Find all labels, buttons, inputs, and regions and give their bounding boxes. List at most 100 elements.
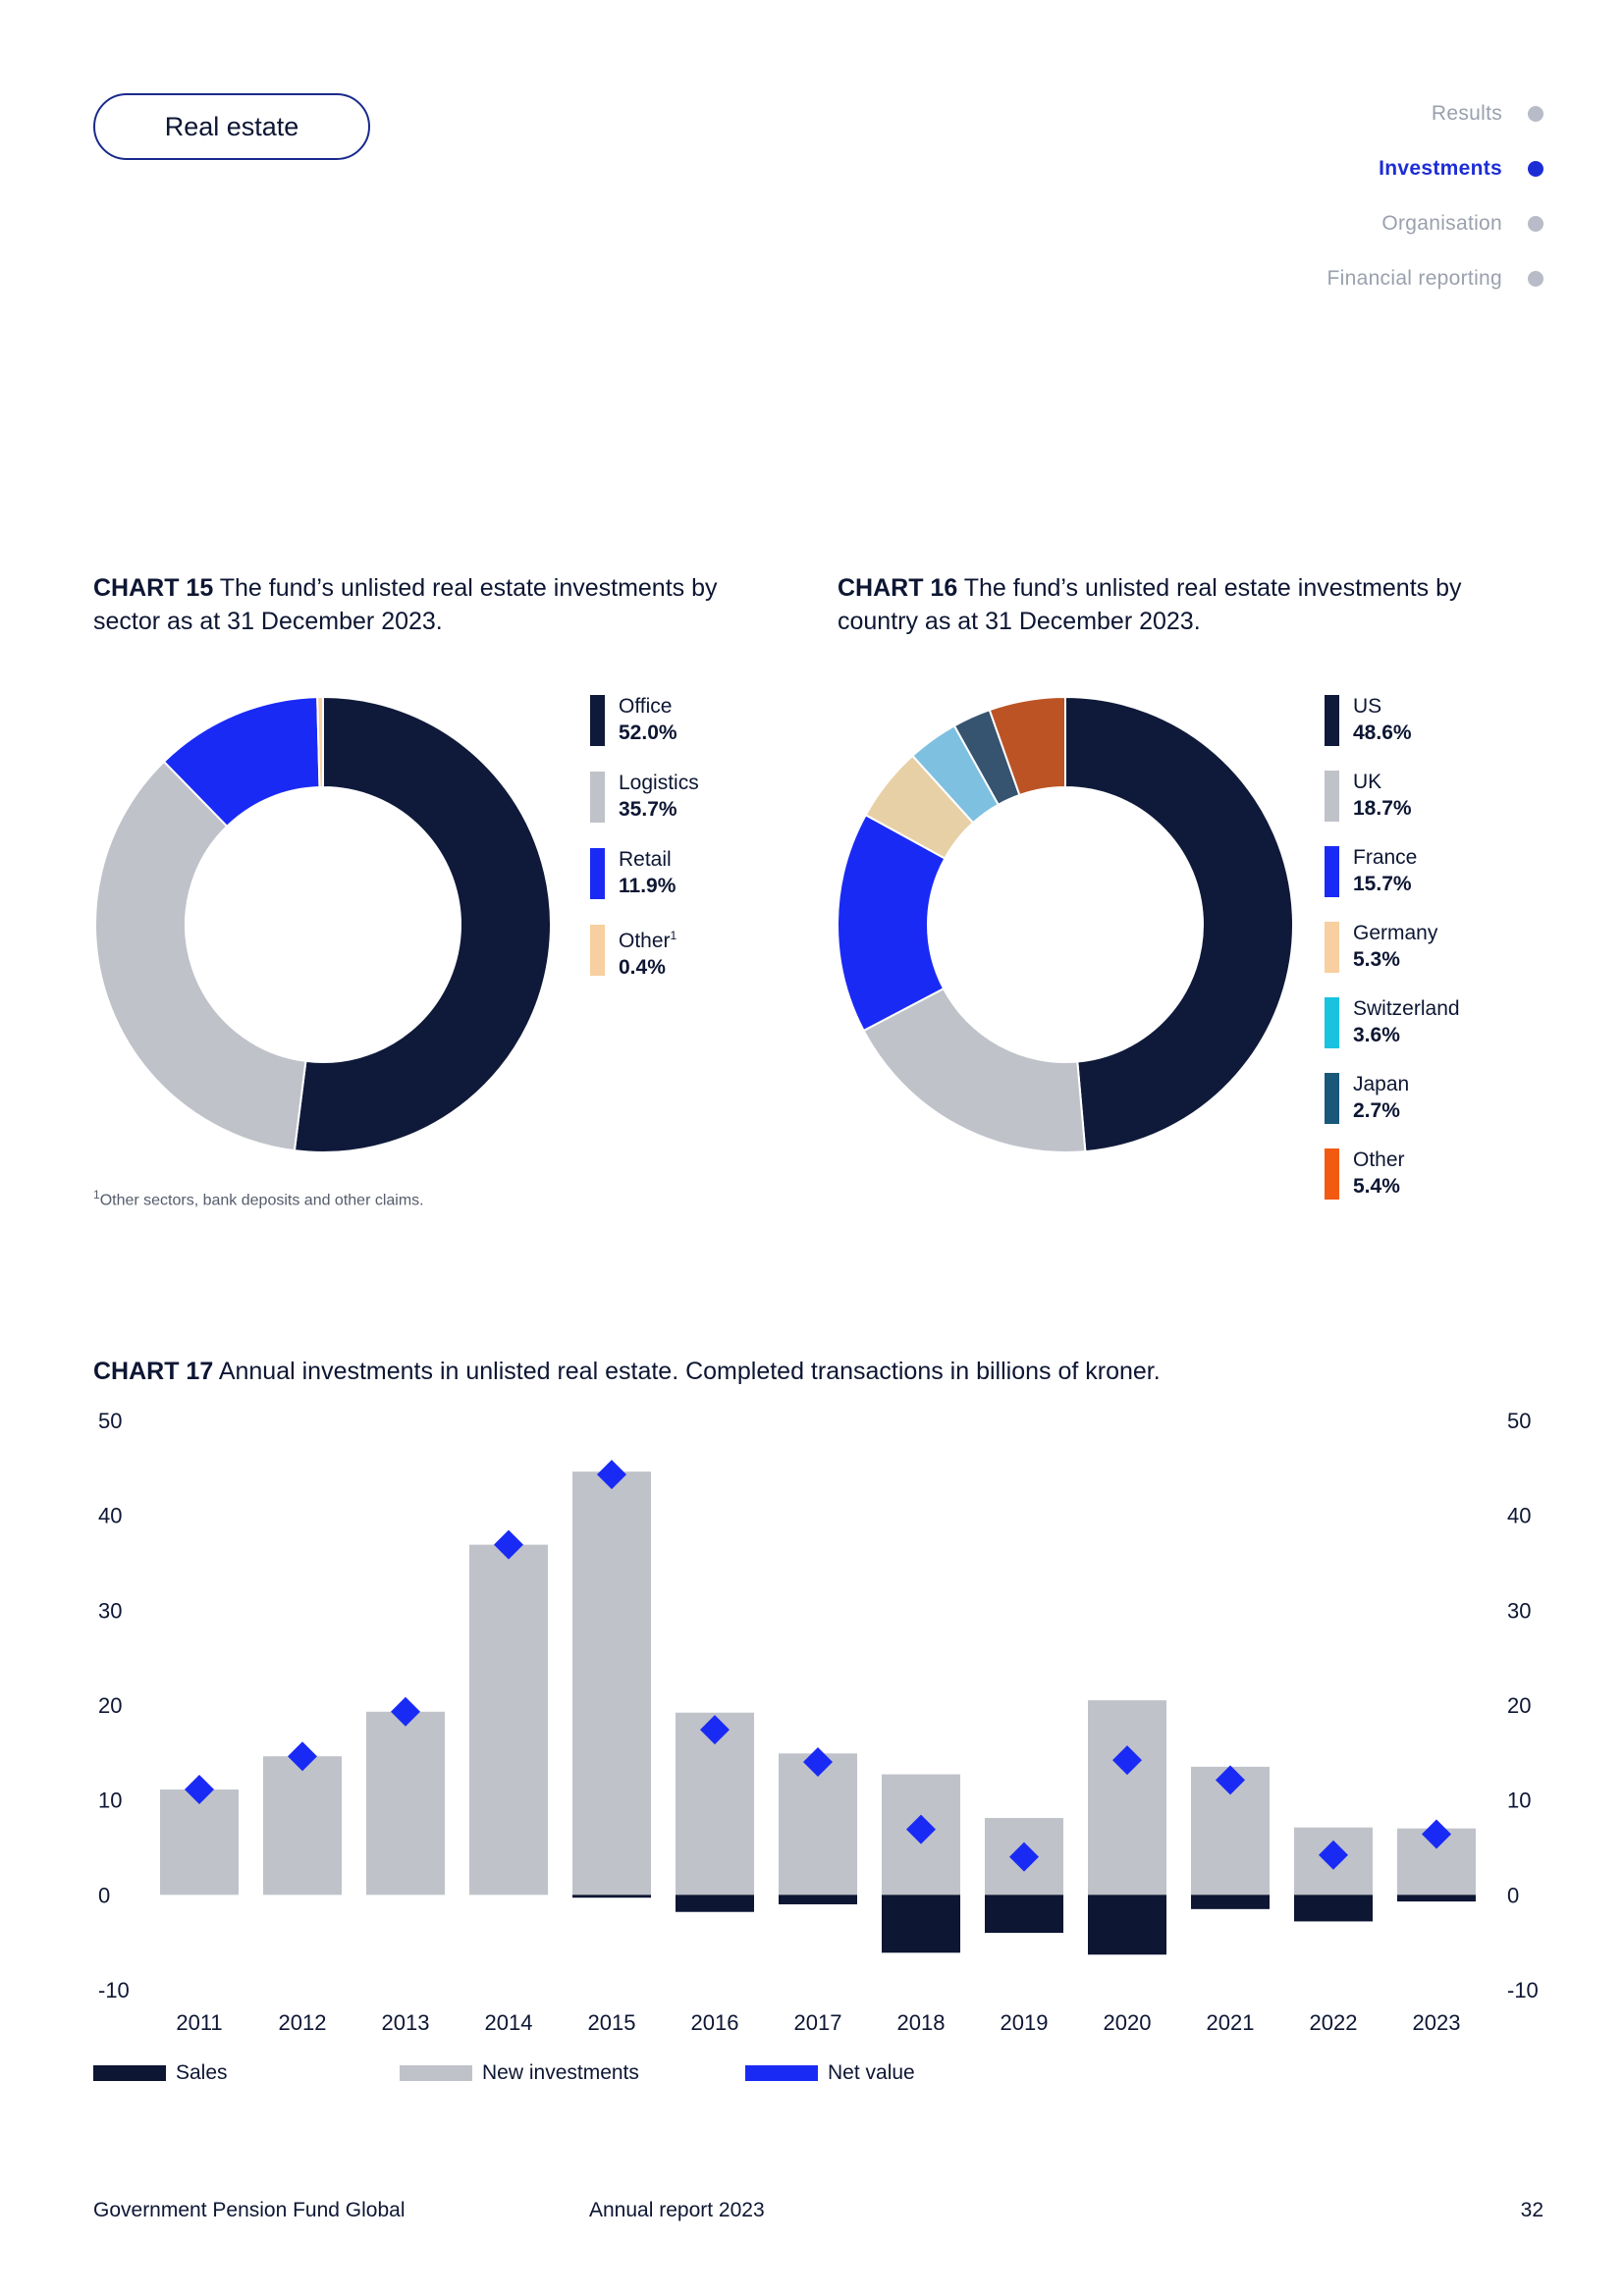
legend-item-france: France 15.7% (1325, 844, 1460, 920)
legend-label: Retail (619, 848, 672, 871)
chart16-legend: US 48.6% UK 18.7% France 15.7% Germany 5.3% Swit… (1325, 693, 1460, 1222)
legend-value: 5.3% (1353, 948, 1400, 971)
bar-new-investments-2014 (469, 1544, 548, 1896)
legend-label: New investments (482, 2061, 639, 2084)
legend-swatch (590, 772, 605, 823)
donut-slice-other (316, 695, 324, 789)
footer-publisher: Government Pension Fund Global (93, 2199, 406, 2221)
chart15-title-text: The fund’s unlisted real estate investme… (93, 574, 718, 635)
legend-value: 5.4% (1353, 1175, 1400, 1198)
legend-label: Net value (828, 2061, 915, 2084)
x-tick-label: 2023 (1413, 2010, 1461, 2035)
y-tick-label-right: 20 (1507, 1693, 1531, 1718)
legend-label: Office (619, 695, 673, 718)
nav-item-financial-reporting[interactable]: Financial reporting (1327, 251, 1543, 306)
legend-value: 2.7% (1353, 1099, 1400, 1122)
x-tick-label: 2019 (1001, 2010, 1049, 2035)
chart16-title-bold: CHART 16 (838, 574, 958, 602)
x-tick-label: 2011 (176, 2010, 222, 2035)
legend-label: France (1353, 846, 1418, 869)
legend-swatch (1325, 1148, 1339, 1200)
x-tick-label: 2012 (279, 2010, 327, 2035)
chart17-title-bold: CHART 17 (93, 1358, 214, 1385)
legend-swatch (590, 848, 605, 899)
donut-slice-other (988, 695, 1066, 797)
nav-item-organisation[interactable]: Organisation (1327, 196, 1543, 251)
chart15-donut (94, 695, 552, 1153)
chart15-footnote: 1Other sectors, bank deposits and other … (93, 1188, 424, 1209)
x-tick-label: 2022 (1310, 2010, 1358, 2035)
legend-swatch (590, 925, 605, 976)
x-tick-label: 2020 (1104, 2010, 1152, 2035)
legend-item-retail: Retail 11.9% (590, 846, 699, 923)
nav-label: Results (1431, 102, 1502, 125)
y-tick-label-right: 10 (1507, 1789, 1531, 1813)
legend-value: 52.0% (619, 721, 677, 744)
section-label-button[interactable]: Real estate (93, 93, 370, 160)
x-tick-label: 2016 (691, 2010, 739, 2035)
nav-dot-icon (1528, 216, 1543, 232)
chart17-title: CHART 17 Annual investments in unlisted … (93, 1355, 1468, 1388)
legend-item-japan: Japan 2.7% (1325, 1071, 1460, 1147)
chart16-title: CHART 16 The fund’s unlisted real estate… (838, 571, 1525, 638)
legend-value: 48.6% (1353, 721, 1412, 744)
legend-label: Other1 (619, 929, 677, 952)
legend-value: 18.7% (1353, 797, 1412, 820)
nav-dot-icon (1528, 271, 1543, 287)
legend-label: Japan (1353, 1073, 1410, 1095)
legend-label: Switzerland (1353, 997, 1460, 1020)
nav-item-results[interactable]: Results (1327, 86, 1543, 141)
bar-new-investments-2015 (572, 1471, 651, 1896)
bar-sales-2020 (1088, 1895, 1166, 1955)
legend-value: 35.7% (619, 798, 677, 821)
nav-dot-icon (1528, 161, 1543, 177)
x-tick-label: 2013 (382, 2010, 430, 2035)
legend-value: 15.7% (1353, 873, 1412, 895)
marker-net-value-2014 (494, 1529, 523, 1560)
marker-net-value-2012 (288, 1741, 317, 1772)
legend-item-logistics: Logistics 35.7% (590, 770, 699, 846)
donut-slice-office (293, 695, 552, 1153)
chart17-legend: Sales New investments Net value (93, 2061, 942, 2085)
marker-net-value-2016 (700, 1715, 730, 1745)
legend-item-new-investments: New investments (400, 2061, 745, 2085)
footnote-text: Other sectors, bank deposits and other c… (99, 1192, 424, 1209)
legend-item-other: Other 5.4% (1325, 1147, 1460, 1222)
y-tick-label-right: 40 (1507, 1504, 1531, 1528)
legend-item-other: Other1 0.4% (590, 923, 699, 999)
chart15-legend: Office 52.0% Logistics 35.7% Retail 11.9% Othe… (590, 693, 699, 999)
bar-new-investments-2013 (366, 1711, 445, 1896)
y-tick-label-left: 20 (98, 1693, 122, 1718)
bar-new-investments-2012 (263, 1756, 342, 1896)
chart16-donut (837, 695, 1294, 1153)
y-tick-label-left: 10 (98, 1789, 122, 1813)
y-tick-label-right: 30 (1507, 1598, 1531, 1623)
legend-swatch (400, 2065, 472, 2081)
bar-sales-2022 (1294, 1895, 1373, 1922)
legend-label: Logistics (619, 772, 699, 794)
marker-net-value-2020 (1112, 1745, 1142, 1776)
marker-net-value-2013 (391, 1696, 420, 1727)
bar-new-investments-2011 (160, 1789, 239, 1896)
legend-item-office: Office 52.0% (590, 693, 699, 770)
x-tick-label: 2021 (1207, 2010, 1255, 2035)
legend-swatch (1325, 771, 1339, 822)
legend-value: 3.6% (1353, 1024, 1400, 1046)
y-tick-label-left: 40 (98, 1504, 122, 1528)
nav-item-investments[interactable]: Investments (1327, 141, 1543, 196)
x-tick-label: 2018 (897, 2010, 946, 2035)
legend-item-net-value: Net value (745, 2061, 942, 2085)
donut-slice-us (1064, 695, 1294, 1153)
chart15-title-bold: CHART 15 (93, 574, 214, 602)
x-tick-label: 2014 (485, 2010, 533, 2035)
marker-net-value-2019 (1009, 1842, 1039, 1872)
legend-label: UK (1353, 771, 1382, 793)
y-tick-label-right: -10 (1507, 1978, 1539, 2002)
chart17-title-text: Annual investments in unlisted real esta… (213, 1358, 1161, 1385)
legend-item-us: US 48.6% (1325, 693, 1460, 769)
marker-net-value-2011 (185, 1775, 214, 1805)
legend-swatch (1325, 695, 1339, 746)
legend-label: Germany (1353, 922, 1438, 944)
legend-item-switzerland: Switzerland 3.6% (1325, 995, 1460, 1071)
